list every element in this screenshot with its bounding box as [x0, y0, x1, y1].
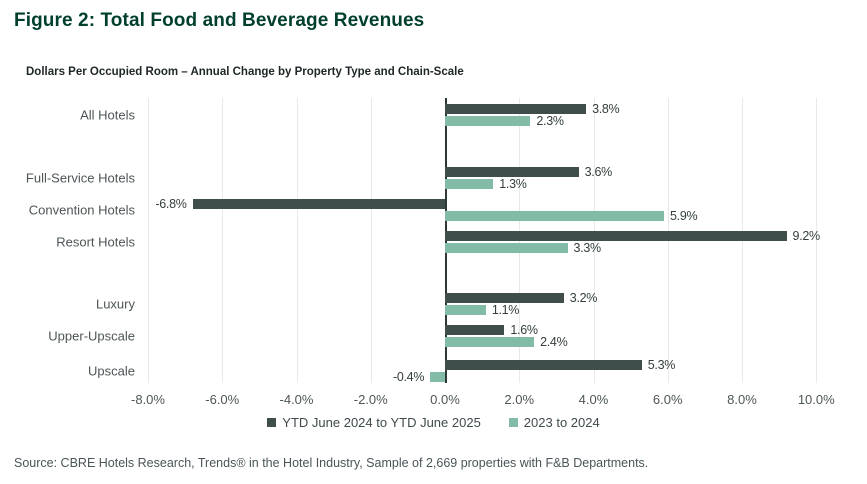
x-tick-label: -2.0% — [353, 392, 388, 407]
gridline — [148, 98, 149, 383]
category-label: Convention Hotels — [28, 202, 135, 218]
bar-value-label: 1.3% — [499, 177, 527, 191]
bar-series-prior — [445, 116, 531, 126]
bar-value-label: 5.9% — [670, 209, 698, 223]
bar-series-prior — [430, 372, 445, 382]
bar-value-label: 1.6% — [510, 323, 538, 337]
gridline — [222, 98, 224, 383]
x-tick-label: 0.0% — [430, 392, 460, 407]
bar-value-label: 2.3% — [536, 114, 564, 128]
bar-value-label: 3.8% — [592, 102, 620, 116]
x-tick-label: 4.0% — [578, 392, 609, 407]
bar-series-current — [445, 231, 787, 241]
bar-series-prior — [445, 337, 535, 347]
bar-value-label: 5.3% — [647, 358, 676, 372]
bar-value-label: 1.1% — [491, 303, 520, 317]
legend-label: 2023 to 2024 — [523, 415, 600, 430]
x-tick-label: 10.0% — [797, 392, 835, 407]
bar-value-label: -6.8% — [155, 197, 187, 211]
x-tick-label: 2.0% — [504, 392, 535, 407]
legend-label: YTD June 2024 to YTD June 2025 — [282, 415, 481, 430]
source-note: Source: CBRE Hotels Research, Trends® in… — [14, 456, 649, 470]
bar-series-current — [445, 167, 579, 177]
bar-value-label: 3.2% — [569, 291, 598, 305]
bar-series-current — [445, 325, 505, 335]
legend-swatch — [508, 418, 518, 427]
x-tick-label: 6.0% — [652, 392, 683, 407]
category-label: Upscale — [88, 363, 135, 379]
bar-series-prior — [445, 243, 568, 253]
bar-series-prior — [445, 305, 486, 315]
legend-item: YTD June 2024 to YTD June 2025 — [267, 415, 481, 430]
bar-series-current — [445, 104, 587, 114]
category-axis: All Hotels Full-Service Hotels Convention … — [0, 98, 135, 385]
figure-title: Figure 2: Total Food and Beverage Revenu… — [14, 10, 425, 31]
plot-area: 3.8% 2.3% 3.6% 1.3% -6.8% 5.9% 9.2% 3.3% 3.2% 1.1… — [140, 98, 830, 385]
x-tick-label: 8.0% — [727, 392, 757, 407]
bar-series-prior — [445, 211, 665, 221]
bar-value-label: 3.6% — [584, 165, 613, 179]
category-label: Luxury — [95, 296, 135, 312]
bar-value-label: 2.4% — [540, 335, 568, 349]
gridline — [370, 98, 372, 383]
chart-subtitle: Dollars Per Occupied Room – Annual Chang… — [26, 66, 464, 78]
bar-series-prior — [445, 179, 494, 189]
x-axis: -8.0% -6.0% -4.0% -2.0% 0.0% 2.0% 4.0% 6.0% 8.0%… — [131, 392, 835, 408]
x-tick-label: -6.0% — [205, 392, 240, 407]
bar-value-label: 9.2% — [792, 229, 821, 243]
x-tick-label: -4.0% — [279, 392, 314, 407]
legend-item: 2023 to 2024 — [508, 415, 600, 430]
bar-series-current — [192, 199, 445, 209]
category-label: Resort Hotels — [56, 234, 135, 250]
category-label: Full-Service Hotels — [25, 170, 135, 186]
legend: YTD June 2024 to YTD June 2025 2023 to 20… — [0, 415, 867, 430]
bar-series-current — [445, 360, 642, 370]
gridline — [296, 98, 298, 383]
bar-value-label: 3.3% — [573, 241, 602, 255]
legend-swatch — [267, 418, 277, 427]
category-label: Upper-Upscale — [48, 328, 135, 344]
x-tick-label: -8.0% — [131, 392, 165, 407]
bar-value-label: -0.4% — [393, 370, 425, 384]
bar-series-current — [445, 293, 564, 303]
category-label: All Hotels — [80, 107, 135, 123]
gridline — [816, 98, 818, 383]
